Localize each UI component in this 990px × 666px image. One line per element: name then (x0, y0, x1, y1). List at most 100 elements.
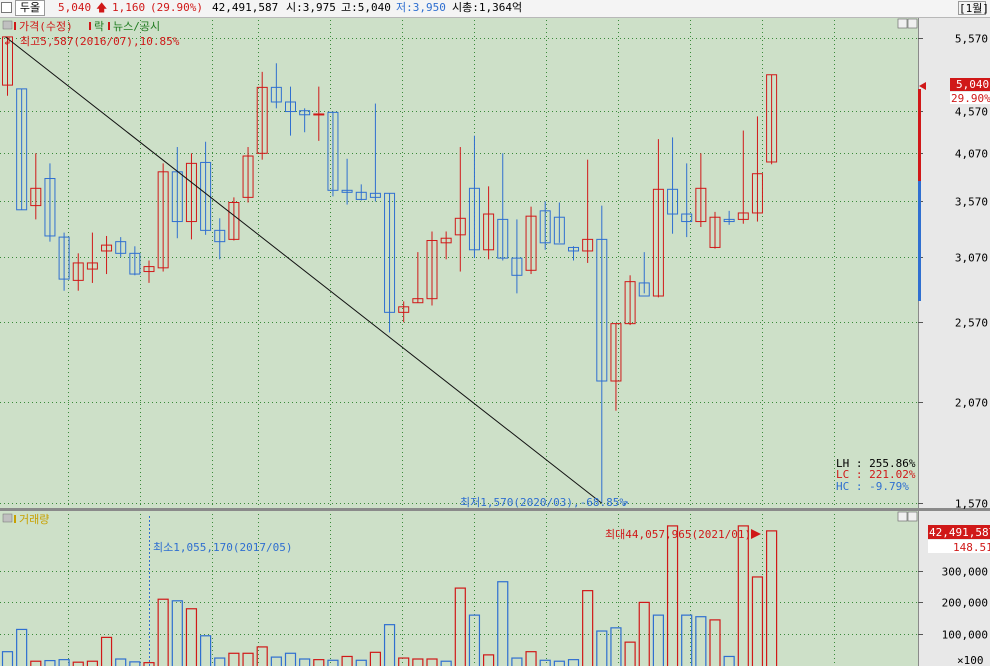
candle (2, 36, 13, 96)
current-pct-axis-label: 29.90% (951, 92, 990, 105)
candle (157, 163, 169, 272)
volume-bar (16, 628, 28, 666)
range-bar-up (918, 89, 921, 181)
candle (299, 108, 311, 133)
volume-bar (497, 581, 509, 666)
volume-value: 42,491,587 (212, 1, 279, 14)
volume-legend-label[interactable]: 거래량 (19, 513, 49, 526)
candle (440, 231, 452, 260)
min-price-arrow-icon: ↗ (622, 496, 629, 509)
candle-body (638, 282, 650, 297)
candle-body (667, 188, 679, 215)
volume-series (1, 525, 778, 666)
volume-tick-label: 300,000 (942, 566, 988, 579)
min-price-label: 최저1,570(2020/03),-68.85% (460, 496, 626, 509)
candle-body (454, 217, 466, 236)
candle (596, 205, 608, 504)
volume-panel-minimize-button[interactable] (897, 511, 908, 522)
lh-ratio: LH : 255.86% (836, 457, 916, 470)
select-checkbox[interactable] (1, 2, 12, 13)
candle-body (242, 155, 254, 198)
candle (115, 237, 127, 257)
period-selector[interactable]: [1월] (958, 1, 989, 15)
candle-body (624, 281, 636, 325)
price-legend-label[interactable]: 가격(수정) (19, 20, 73, 33)
volume-bar (468, 614, 481, 666)
candle (214, 218, 226, 260)
volume-bar (256, 646, 268, 666)
candle (610, 323, 622, 411)
volume-panel-menu-icon[interactable] (2, 513, 13, 523)
price-tick-label: 4,570 (955, 106, 988, 119)
price-panel-maximize-button[interactable] (907, 18, 918, 29)
trendline-segment[interactable] (5, 36, 603, 504)
candle (384, 192, 396, 333)
volume-bar (86, 660, 99, 666)
candle-body (709, 216, 721, 248)
stock-name-box[interactable]: 두올 (15, 0, 45, 16)
candle (256, 71, 268, 160)
volume-bar (313, 659, 325, 666)
volume-bar (596, 630, 608, 666)
candle-body (610, 323, 622, 382)
trendline[interactable] (5, 36, 603, 504)
panel-menu-icon[interactable] (2, 20, 13, 30)
candle (638, 252, 650, 297)
candle (426, 231, 438, 306)
candle (624, 275, 636, 326)
volume-tick-label: 100,000 (942, 629, 988, 642)
candle-body (766, 74, 778, 163)
volume-bar (1, 651, 14, 666)
candle-body (2, 36, 13, 86)
current-price-box (950, 78, 990, 91)
volume-bar (284, 652, 297, 666)
candle (681, 163, 693, 238)
candle-body (129, 252, 141, 275)
candle-body (751, 173, 763, 214)
candle-body (737, 212, 749, 220)
volume-panel-maximize-button[interactable] (907, 511, 918, 522)
volume-bar (582, 590, 594, 666)
price-panel-minimize-button[interactable] (897, 18, 908, 29)
candle-body (44, 178, 56, 237)
volume-bar (440, 660, 452, 666)
current-pct-box (950, 92, 990, 104)
volume-bar (398, 657, 410, 666)
candle-body (327, 111, 339, 191)
candle-body (16, 88, 28, 211)
candle-body (256, 86, 268, 154)
candle-body (553, 216, 565, 245)
candle-body (398, 306, 410, 313)
volume-bar (511, 657, 523, 666)
candle-body (30, 187, 42, 207)
candle-body (596, 238, 608, 382)
min-volume-label: 최소1,055,170(2017/05) (153, 541, 292, 554)
candle (16, 88, 28, 211)
candle (497, 153, 509, 261)
current-price: 5,040 (58, 1, 92, 14)
candle-body (143, 266, 155, 273)
price-tick-label: 3,570 (955, 196, 988, 209)
price-tick-label: 5,570 (955, 33, 988, 46)
volume-bar (355, 659, 367, 666)
candle (58, 232, 70, 291)
price-axis-ticks: 5,570 4,570 4,070 3,570 3,070 2,570 2,070 1,570 (918, 33, 988, 511)
current-volume-pct-label: 148.51% (953, 541, 990, 554)
candle-body (412, 298, 424, 304)
candle-body (511, 257, 523, 276)
quote-bar: 두올 5,040 🡅 1,160 (29.90%) 42,491,587 시:3… (0, 0, 990, 18)
max-price-label: 최고5,587(2016/07),10.85% (20, 35, 180, 48)
candle-body (185, 162, 197, 223)
candle-body (115, 241, 127, 254)
news-legend-label[interactable]: 뉴스/공시 (113, 20, 160, 33)
volume-bar (58, 659, 70, 666)
rak-legend-label[interactable]: 락 (94, 20, 104, 33)
volume-bar (638, 601, 650, 666)
volume-bar (723, 655, 735, 666)
volume-bar (369, 651, 381, 666)
volume-bar (143, 662, 155, 666)
price-tick-label: 4,070 (955, 148, 988, 161)
volume-bar (157, 598, 169, 666)
